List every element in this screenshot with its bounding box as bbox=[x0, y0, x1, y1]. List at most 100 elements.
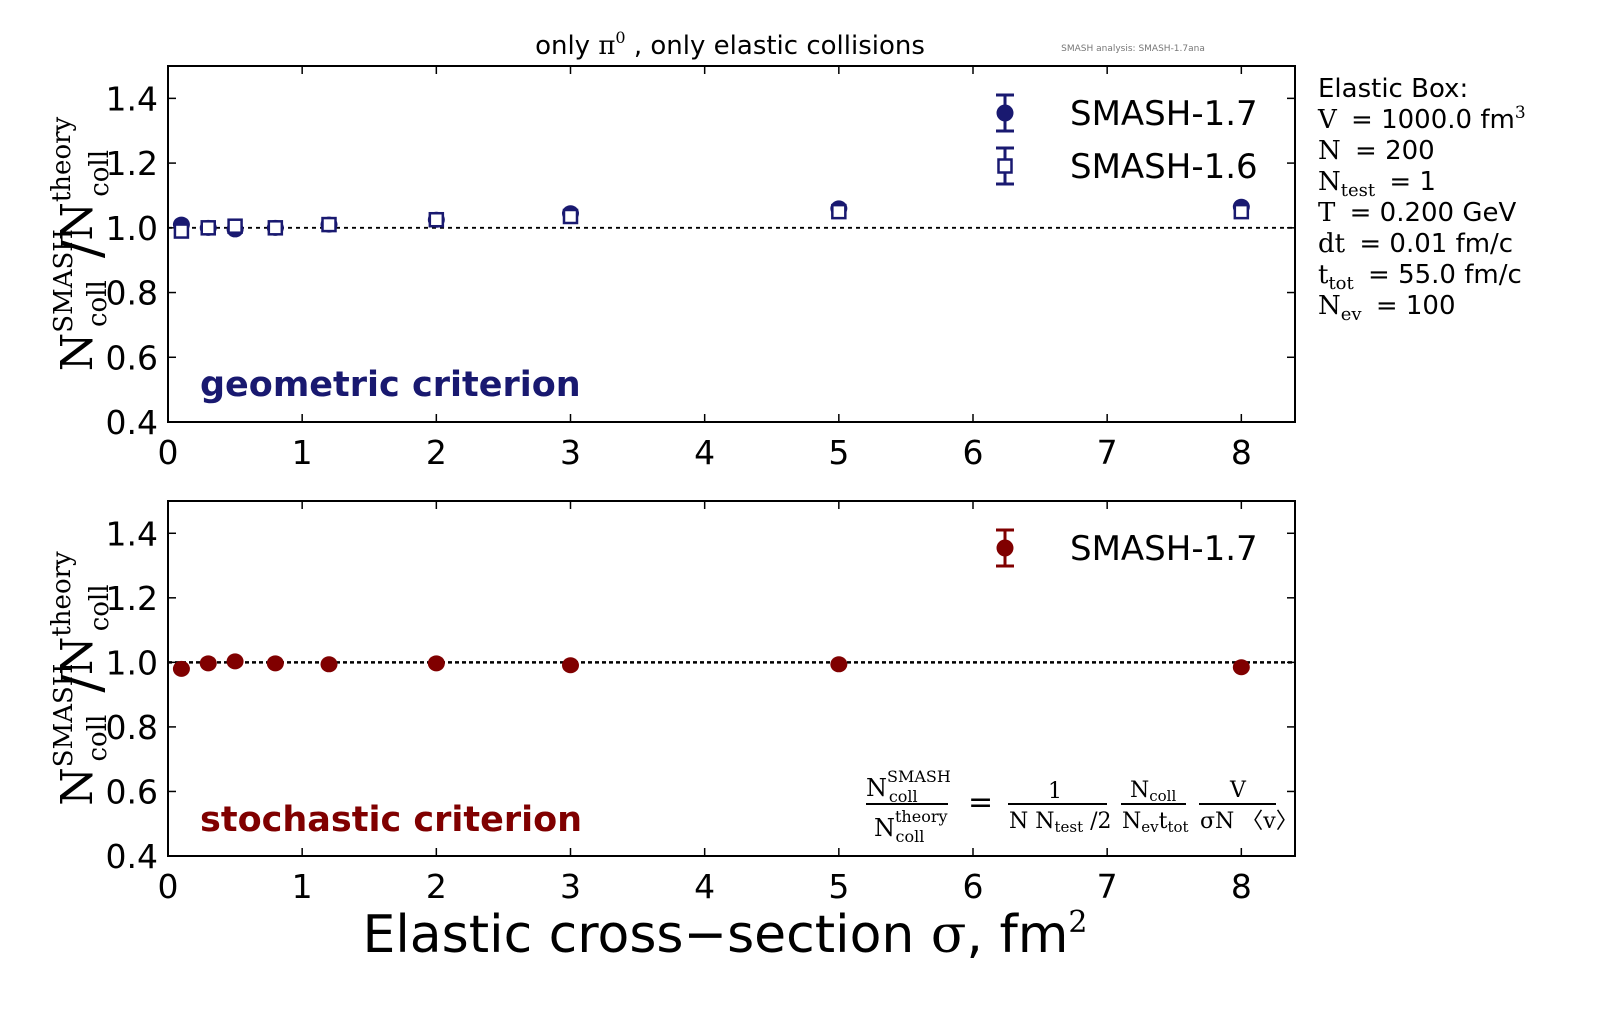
y-axis-label-part: SMASH bbox=[49, 229, 79, 333]
data-point-circle bbox=[320, 656, 338, 673]
info-line-sup: 3 bbox=[1515, 103, 1526, 123]
info-line: ttot = 55.0 fm/c bbox=[1318, 260, 1522, 294]
info-line-value: = 200 bbox=[1347, 136, 1435, 166]
data-point-circle bbox=[266, 655, 284, 672]
info-heading: Elastic Box: bbox=[1318, 74, 1468, 104]
data-point-circle bbox=[199, 655, 217, 672]
x-tick-label: 5 bbox=[828, 433, 849, 472]
x-tick-label: 8 bbox=[1231, 433, 1252, 472]
y-axis-label-part: N bbox=[52, 202, 103, 241]
info-line-sub: test bbox=[1341, 180, 1376, 201]
title-symbol-sup: 0 bbox=[615, 28, 625, 47]
formula-f1-num: 1 bbox=[1048, 779, 1062, 804]
legend-label: SMASH-1.7 bbox=[1070, 529, 1258, 569]
info-line-symbol: T bbox=[1318, 198, 1336, 228]
info-line: Ntest = 1 bbox=[1318, 167, 1436, 201]
legend-item: SMASH-1.7 bbox=[996, 528, 1258, 569]
info-line-value: = 0.200 GeV bbox=[1341, 198, 1516, 228]
legend-marker-circle bbox=[996, 539, 1014, 557]
y-tick-label: 1.0 bbox=[106, 209, 158, 248]
y-axis-label-part: coll bbox=[83, 715, 113, 762]
y-axis-label: NSMASH coll/Ntheory coll bbox=[47, 116, 115, 371]
formula-f2-num: Ncoll bbox=[1130, 778, 1176, 805]
info-line-sub: ev bbox=[1341, 304, 1363, 325]
formula: NSMASH coll Ntheory coll = 1 N Ntest /2 Nc… bbox=[866, 767, 1298, 846]
data-point-circle bbox=[830, 656, 848, 673]
y-axis-label-part: theory bbox=[47, 551, 77, 637]
legend-item: SMASH-1.6 bbox=[996, 146, 1258, 187]
data-point-circle bbox=[172, 660, 190, 677]
y-tick-label: 0.6 bbox=[106, 772, 158, 811]
series-smash-1-7 bbox=[172, 653, 1250, 677]
info-line-symbol: dt bbox=[1318, 229, 1346, 259]
y-axis-label-part: coll bbox=[83, 280, 113, 327]
info-line-symbol: N bbox=[1318, 167, 1341, 197]
y-tick-label: 1.4 bbox=[106, 79, 158, 118]
formula-f3-num: V bbox=[1229, 778, 1247, 803]
info-line-symbol: N bbox=[1318, 291, 1341, 321]
formula-f1-den: N Ntest /2 bbox=[1009, 809, 1112, 836]
y-tick-label: 1.2 bbox=[106, 144, 158, 183]
y-tick-label: 0.4 bbox=[106, 403, 158, 442]
x-tick-label: 7 bbox=[1097, 867, 1118, 906]
info-line: dt = 0.01 fm/c bbox=[1318, 229, 1513, 259]
data-point-square bbox=[1233, 203, 1250, 220]
info-line-symbol: V bbox=[1317, 105, 1338, 135]
y-tick-label: 0.6 bbox=[106, 338, 158, 377]
title-suffix: , only elastic collisions bbox=[626, 31, 925, 61]
info-line-symbol: N bbox=[1318, 136, 1341, 166]
formula-lhs-num: NSMASH coll bbox=[866, 767, 951, 806]
data-point-square bbox=[562, 208, 579, 225]
y-axis-label-part: N bbox=[52, 333, 103, 372]
criterion-annotation: geometric criterion bbox=[200, 365, 581, 405]
info-line-value: = 0.01 fm/c bbox=[1351, 229, 1513, 259]
data-point-square bbox=[831, 203, 847, 220]
figure-title: only π0 , only elastic collisions bbox=[535, 28, 925, 61]
info-line: T = 0.200 GeV bbox=[1318, 198, 1516, 228]
series-smash-1-6 bbox=[173, 203, 1250, 239]
x-tick-label: 3 bbox=[560, 433, 581, 472]
y-axis-label-part: / bbox=[53, 675, 113, 693]
x-tick-label: 8 bbox=[1231, 867, 1252, 906]
data-point-circle bbox=[226, 653, 244, 670]
x-tick-label: 2 bbox=[426, 433, 447, 472]
x-tick-label: 5 bbox=[828, 867, 849, 906]
y-tick-label: 0.8 bbox=[106, 708, 158, 747]
y-axis-label-part: theory bbox=[47, 116, 77, 202]
x-tick-label: 1 bbox=[292, 433, 313, 472]
x-tick-label: 0 bbox=[158, 867, 179, 906]
data-point-square bbox=[267, 220, 284, 236]
plot-frame bbox=[167, 65, 1296, 423]
y-axis-label-part: coll bbox=[85, 150, 115, 197]
y-axis-label-part: coll bbox=[85, 584, 115, 631]
data-point-square bbox=[428, 211, 445, 228]
info-line: N = 200 bbox=[1318, 136, 1435, 166]
data-point-square bbox=[173, 223, 190, 239]
info-line-sub: tot bbox=[1328, 273, 1354, 294]
legend-label: SMASH-1.7 bbox=[1070, 94, 1258, 134]
x-axis-label: Elastic cross−section σ, fm2 bbox=[362, 905, 1087, 965]
y-axis-label-part: / bbox=[53, 240, 113, 258]
formula-f2-den: Nevttot bbox=[1122, 809, 1189, 836]
y-axis-label-part: N bbox=[52, 637, 103, 676]
formula-f3-den: σN 〈v〉 bbox=[1200, 809, 1298, 834]
info-line-symbol: t bbox=[1318, 260, 1329, 290]
y-tick-label: 0.8 bbox=[106, 274, 158, 313]
y-tick-label: 1.0 bbox=[106, 643, 158, 682]
info-line: V = 1000.0 fm3 bbox=[1317, 103, 1526, 135]
title-symbol: π bbox=[598, 31, 615, 61]
info-line: Nev = 100 bbox=[1318, 291, 1456, 325]
legend-label: SMASH-1.6 bbox=[1070, 147, 1258, 187]
criterion-annotation: stochastic criterion bbox=[200, 800, 582, 840]
data-point-square bbox=[321, 216, 337, 233]
data-point-circle bbox=[427, 655, 445, 672]
legend-marker-square bbox=[997, 158, 1013, 174]
watermark: SMASH analysis: SMASH-1.7ana bbox=[1061, 44, 1205, 54]
formula-lhs-den: Ntheory coll bbox=[874, 807, 948, 846]
x-tick-label: 3 bbox=[560, 867, 581, 906]
x-tick-label: 4 bbox=[694, 433, 715, 472]
y-tick-label: 0.4 bbox=[106, 837, 158, 876]
y-axis-label: NSMASH coll/Ntheory coll bbox=[47, 551, 115, 806]
